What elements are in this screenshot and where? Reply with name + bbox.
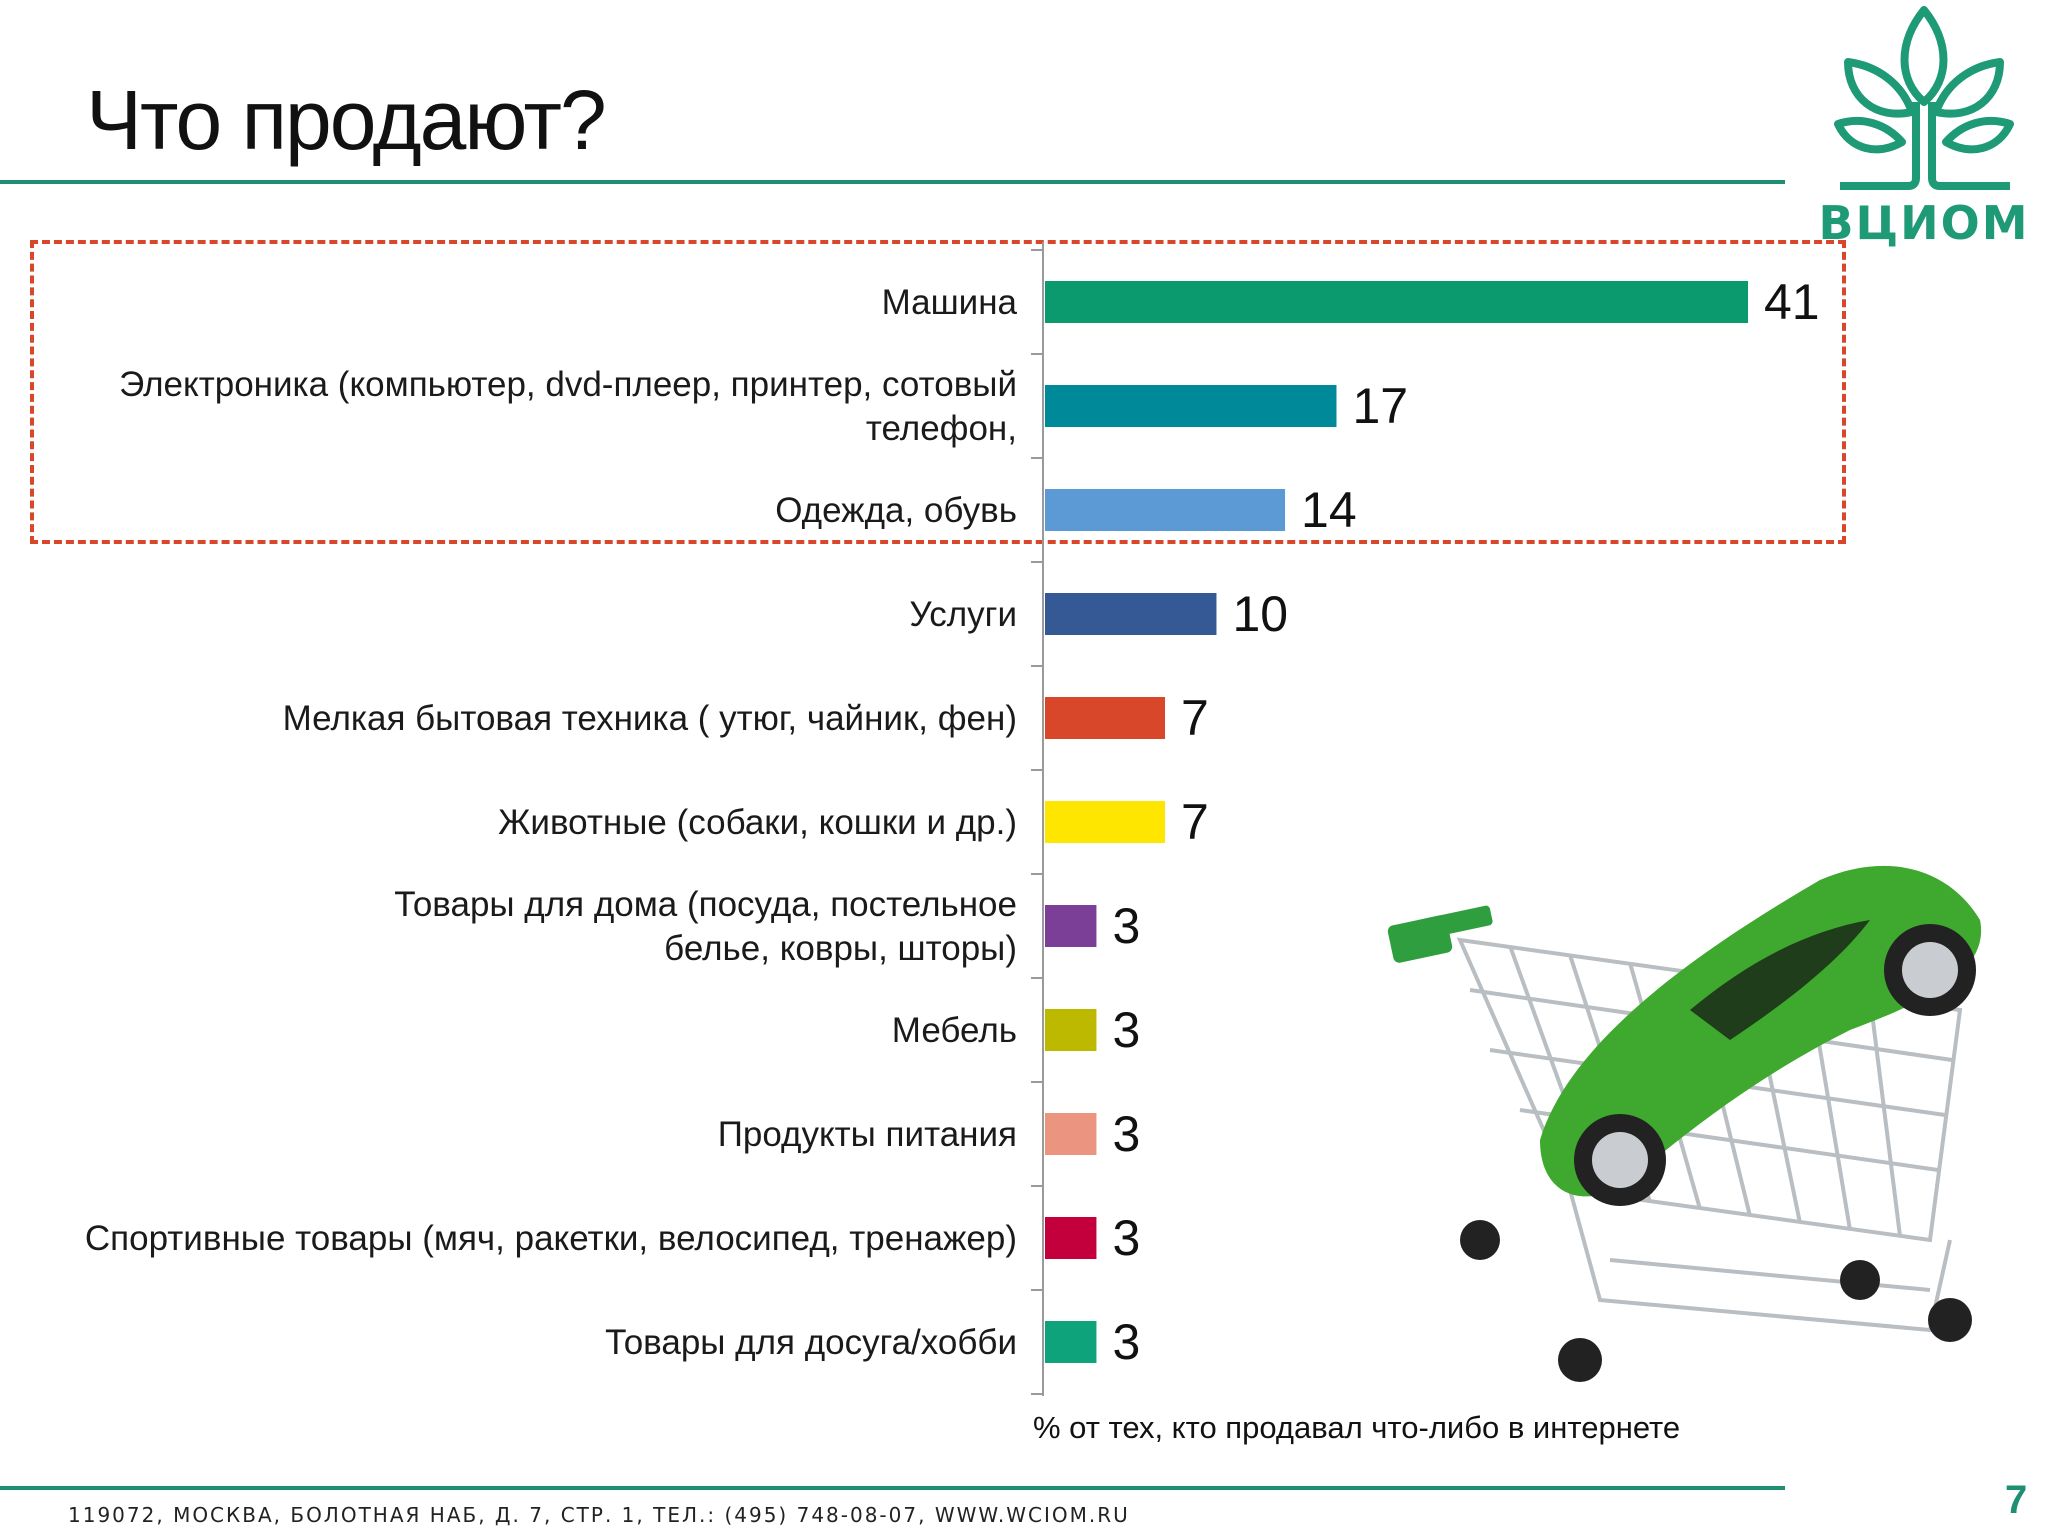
bar <box>1045 385 1337 427</box>
bar <box>1045 801 1166 843</box>
data-label: 3 <box>1112 1210 1140 1266</box>
top-divider <box>0 180 1785 184</box>
data-label: 7 <box>1181 690 1209 746</box>
shopping-cart-car-icon <box>1387 865 1982 1382</box>
data-label: 17 <box>1352 378 1408 434</box>
category-label: Одежда, обувь <box>775 491 1017 530</box>
footer-address: 119072, МОСКВА, БОЛОТНАЯ НАБ, Д. 7, СТР.… <box>68 1503 1130 1527</box>
bar <box>1045 1321 1097 1363</box>
vciom-tree-logo-icon <box>1834 6 2014 190</box>
category-label: Мелкая бытовая техника ( утюг, чайник, ф… <box>283 699 1017 738</box>
category-label: белье, ковры, шторы) <box>664 929 1017 968</box>
data-label: 14 <box>1301 482 1357 538</box>
page-number: 7 <box>2005 1478 2028 1522</box>
category-label: Мебель <box>892 1011 1017 1050</box>
data-label: 3 <box>1112 1002 1140 1058</box>
bar <box>1045 697 1166 739</box>
bar <box>1045 593 1217 635</box>
bar <box>1045 281 1748 323</box>
category-label: Товары для дома (посуда, постельное <box>394 885 1017 924</box>
bar <box>1045 1113 1097 1155</box>
bar <box>1045 1009 1097 1051</box>
data-label: 3 <box>1112 898 1140 954</box>
data-label: 3 <box>1112 1314 1140 1370</box>
bar <box>1045 1217 1097 1259</box>
bottom-divider <box>0 1486 1785 1490</box>
category-label: Продукты питания <box>718 1115 1017 1154</box>
chart-footnote: % от тех, кто продавал что-либо в интерн… <box>1033 1410 1681 1445</box>
category-label: Товары для досуга/хобби <box>605 1323 1017 1362</box>
category-label: телефон, <box>866 409 1017 448</box>
bar <box>1045 489 1286 531</box>
data-label: 3 <box>1112 1106 1140 1162</box>
bar-chart: 41 Машина 17 Электроника (компьютер, dvd-пл… <box>85 242 1820 1396</box>
category-label: Услуги <box>909 595 1017 634</box>
category-label: Машина <box>882 283 1018 322</box>
data-label: 10 <box>1232 586 1288 642</box>
vciom-logo-text: ВЦИОМ <box>1818 196 2030 250</box>
slide-title: Что продают? <box>86 73 607 167</box>
bar <box>1045 905 1097 947</box>
data-label: 41 <box>1764 274 1820 330</box>
data-label: 7 <box>1181 794 1209 850</box>
category-label: Спортивные товары (мяч, ракетки, велосип… <box>85 1219 1017 1258</box>
category-label: Животные (собаки, кошки и др.) <box>498 803 1017 842</box>
category-label: Электроника (компьютер, dvd-плеер, принт… <box>119 365 1017 404</box>
highlight-box <box>30 240 1846 544</box>
